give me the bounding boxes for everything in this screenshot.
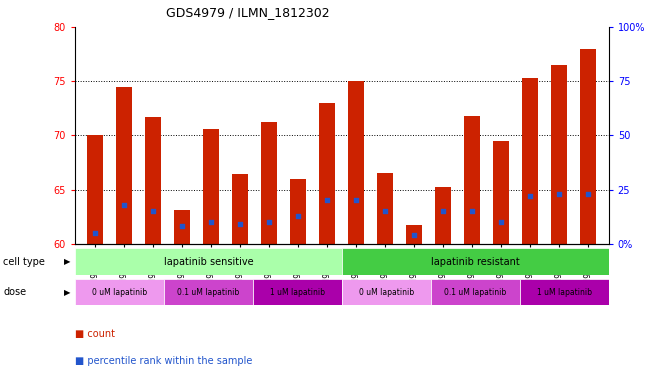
- Point: [206, 219, 216, 225]
- Bar: [232, 174, 248, 244]
- Text: 0 uM lapatinib: 0 uM lapatinib: [359, 288, 414, 297]
- Point: [293, 213, 303, 219]
- Bar: [464, 116, 480, 244]
- Point: [554, 191, 564, 197]
- Point: [380, 208, 391, 214]
- Bar: [174, 210, 190, 244]
- Point: [583, 191, 594, 197]
- Bar: [87, 136, 103, 244]
- Bar: [253, 279, 342, 305]
- Text: 0 uM lapatinib: 0 uM lapatinib: [92, 288, 147, 297]
- Point: [148, 208, 158, 214]
- Text: lapatinib sensitive: lapatinib sensitive: [163, 257, 253, 266]
- Text: 0.1 uM lapatinib: 0.1 uM lapatinib: [177, 288, 240, 297]
- Bar: [75, 248, 342, 275]
- Bar: [319, 103, 335, 244]
- Text: 0.1 uM lapatinib: 0.1 uM lapatinib: [444, 288, 506, 297]
- Bar: [145, 117, 161, 244]
- Text: ■ count: ■ count: [75, 329, 115, 339]
- Text: 1 uM lapatinib: 1 uM lapatinib: [270, 288, 325, 297]
- Bar: [522, 78, 538, 244]
- Bar: [75, 279, 164, 305]
- Bar: [493, 141, 509, 244]
- Text: 1 uM lapatinib: 1 uM lapatinib: [536, 288, 592, 297]
- Bar: [342, 248, 609, 275]
- Bar: [342, 279, 431, 305]
- Text: cell type: cell type: [3, 257, 45, 266]
- Bar: [551, 65, 567, 244]
- Bar: [290, 179, 306, 244]
- Point: [322, 197, 333, 204]
- Text: ▶: ▶: [64, 288, 70, 297]
- Point: [496, 219, 506, 225]
- Point: [467, 208, 478, 214]
- Bar: [436, 187, 451, 244]
- Point: [438, 208, 449, 214]
- Point: [177, 223, 187, 230]
- Bar: [519, 279, 609, 305]
- Point: [119, 202, 130, 208]
- Text: ■ percentile rank within the sample: ■ percentile rank within the sample: [75, 356, 252, 366]
- Bar: [164, 279, 253, 305]
- Bar: [261, 122, 277, 244]
- Bar: [406, 225, 422, 244]
- Bar: [431, 279, 519, 305]
- Text: lapatinib resistant: lapatinib resistant: [431, 257, 519, 266]
- Bar: [581, 49, 596, 244]
- Bar: [378, 173, 393, 244]
- Point: [409, 232, 419, 238]
- Bar: [348, 81, 365, 244]
- Text: ▶: ▶: [64, 257, 70, 266]
- Point: [90, 230, 100, 236]
- Point: [264, 219, 275, 225]
- Point: [351, 197, 361, 204]
- Point: [525, 193, 536, 199]
- Bar: [117, 86, 132, 244]
- Point: [235, 221, 245, 227]
- Bar: [203, 129, 219, 244]
- Text: GDS4979 / ILMN_1812302: GDS4979 / ILMN_1812302: [165, 6, 329, 19]
- Text: dose: dose: [3, 287, 27, 297]
